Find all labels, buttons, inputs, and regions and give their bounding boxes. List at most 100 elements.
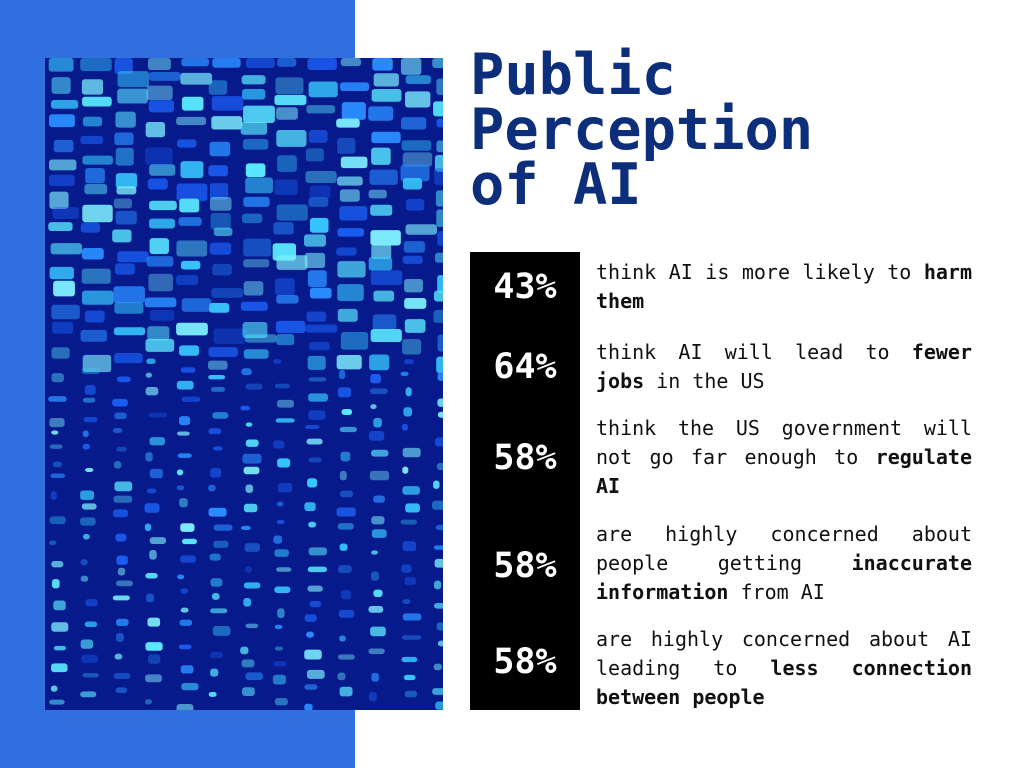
image-dot (49, 516, 66, 525)
image-dot (243, 597, 252, 607)
image-dot (81, 503, 97, 510)
image-dot (145, 147, 173, 165)
image-dot (277, 608, 285, 619)
image-dot (80, 559, 88, 566)
image-dot (212, 412, 229, 419)
image-dot (213, 540, 229, 548)
image-dot (336, 354, 362, 370)
image-dot (48, 396, 67, 402)
image-dot (437, 640, 443, 647)
image-dot (179, 619, 193, 626)
image-dot (370, 373, 381, 384)
image-dot (274, 586, 291, 593)
image-dot (51, 622, 69, 632)
image-dot (400, 371, 409, 377)
image-dot (213, 227, 233, 237)
image-dot (371, 449, 389, 457)
image-dot (49, 159, 77, 171)
image-dot (402, 178, 422, 190)
image-dot (117, 71, 150, 88)
image-dot (177, 431, 190, 436)
image-dot (337, 308, 358, 322)
image-dot (304, 614, 317, 622)
image-dot (402, 486, 420, 495)
image-dot (211, 592, 220, 600)
image-dot (276, 130, 307, 147)
image-dot (81, 268, 111, 284)
image-dot (212, 58, 241, 68)
title: Public Perception of AI (470, 47, 813, 214)
image-dot (242, 322, 268, 338)
image-dot (80, 329, 108, 342)
image-dot (308, 457, 322, 463)
image-dot (144, 699, 152, 705)
stat-text-bold: fewer jobs (596, 340, 972, 393)
image-dot (148, 100, 174, 113)
image-dot (176, 240, 208, 257)
image-dot (274, 646, 283, 651)
image-dot (52, 461, 62, 468)
image-dot (403, 241, 425, 253)
image-dot (210, 578, 223, 587)
image-dot (176, 183, 208, 202)
image-dot (368, 648, 385, 655)
image-dot (340, 331, 369, 350)
image-dot (277, 155, 297, 172)
image-dot (80, 575, 89, 582)
image-dot (432, 58, 443, 68)
image-dot (437, 372, 443, 381)
image-dot (402, 255, 423, 264)
image-dot (53, 280, 75, 297)
image-dot (144, 503, 160, 513)
image-dot (146, 593, 155, 603)
stat-text-bold: inaccurate information (596, 551, 972, 604)
image-dot (82, 204, 113, 223)
image-dot (210, 467, 222, 478)
image-dot (371, 672, 379, 682)
image-dot (306, 311, 327, 322)
image-dot (145, 121, 166, 138)
image-dot (149, 200, 177, 211)
image-dot (341, 590, 352, 600)
image-dot (145, 642, 163, 651)
image-dot (114, 132, 134, 145)
image-dot (276, 107, 298, 120)
image-dot (434, 252, 443, 263)
stat-text-part: are highly concerned about AI leading to (596, 627, 972, 680)
image-dot (402, 466, 409, 474)
image-dot (372, 58, 393, 71)
image-dot (114, 353, 143, 364)
image-dot (117, 251, 149, 263)
image-dot (149, 537, 167, 545)
image-dot (240, 525, 251, 530)
image-dot (53, 139, 74, 153)
image-dot (306, 105, 336, 114)
image-dot (210, 387, 226, 392)
image-dot (146, 85, 173, 101)
image-dot (115, 111, 136, 128)
image-dot (339, 686, 353, 697)
image-dot (84, 310, 105, 323)
stat-value: 58% (493, 546, 557, 586)
image-dot (402, 599, 411, 605)
image-dot (240, 121, 268, 135)
image-dot (113, 495, 133, 503)
image-dot (402, 541, 417, 552)
image-dot (309, 341, 330, 351)
image-dot (339, 490, 354, 498)
image-dot (147, 326, 170, 341)
image-dot (434, 155, 443, 172)
image-dot (112, 398, 128, 407)
image-dot (80, 58, 112, 72)
image-dot (146, 358, 156, 365)
image-dot (180, 523, 195, 532)
image-dot (432, 688, 443, 695)
image-dot (212, 625, 231, 636)
image-dot (305, 324, 338, 333)
image-dot (436, 356, 443, 374)
image-dot (243, 259, 270, 268)
image-dot (340, 58, 362, 67)
image-dot (370, 404, 377, 410)
image-dot (436, 622, 443, 631)
image-dot (405, 224, 438, 235)
